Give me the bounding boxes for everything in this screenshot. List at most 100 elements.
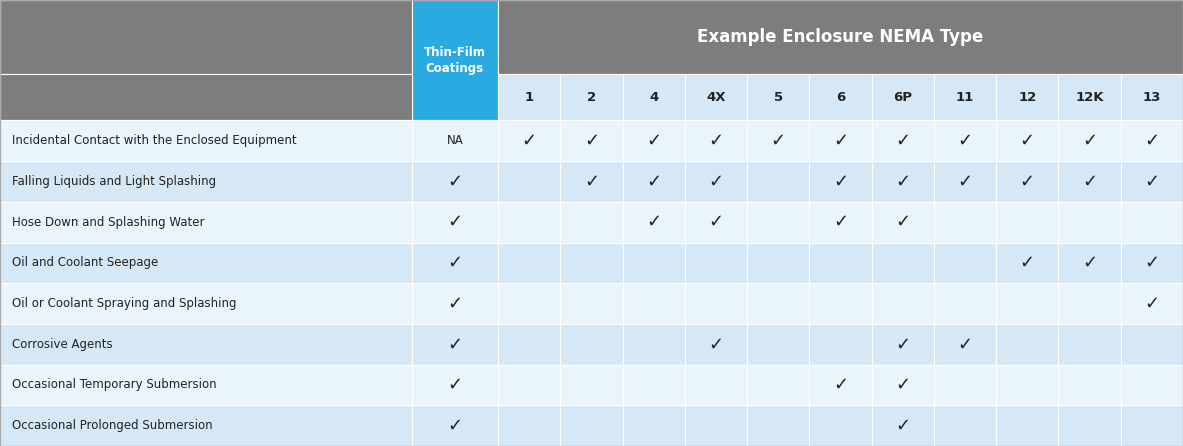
FancyBboxPatch shape xyxy=(622,74,685,120)
FancyBboxPatch shape xyxy=(498,161,561,202)
FancyBboxPatch shape xyxy=(561,74,622,120)
Text: ✓: ✓ xyxy=(833,132,848,150)
Text: ✓: ✓ xyxy=(1020,173,1035,190)
Text: ✓: ✓ xyxy=(447,294,463,313)
FancyBboxPatch shape xyxy=(561,243,622,283)
Text: ✓: ✓ xyxy=(584,173,599,190)
FancyBboxPatch shape xyxy=(748,74,809,120)
FancyBboxPatch shape xyxy=(498,120,561,161)
FancyBboxPatch shape xyxy=(933,243,996,283)
FancyBboxPatch shape xyxy=(561,405,622,446)
FancyBboxPatch shape xyxy=(498,243,561,283)
FancyBboxPatch shape xyxy=(1059,324,1120,365)
Text: 11: 11 xyxy=(956,91,974,103)
FancyBboxPatch shape xyxy=(685,283,748,324)
FancyBboxPatch shape xyxy=(412,0,498,120)
Text: 4: 4 xyxy=(649,91,659,103)
FancyBboxPatch shape xyxy=(996,283,1059,324)
Text: ✓: ✓ xyxy=(1144,254,1159,272)
Text: Oil or Coolant Spraying and Splashing: Oil or Coolant Spraying and Splashing xyxy=(12,297,237,310)
Text: ✓: ✓ xyxy=(447,417,463,435)
FancyBboxPatch shape xyxy=(1120,161,1183,202)
Text: Oil and Coolant Seepage: Oil and Coolant Seepage xyxy=(12,256,159,269)
Text: NA: NA xyxy=(446,134,464,147)
FancyBboxPatch shape xyxy=(809,243,872,283)
FancyBboxPatch shape xyxy=(412,161,498,202)
FancyBboxPatch shape xyxy=(0,405,412,446)
FancyBboxPatch shape xyxy=(933,364,996,405)
Text: Occasional Prolonged Submersion: Occasional Prolonged Submersion xyxy=(12,419,213,432)
Text: ✓: ✓ xyxy=(709,335,724,353)
FancyBboxPatch shape xyxy=(0,324,412,365)
FancyBboxPatch shape xyxy=(809,120,872,161)
FancyBboxPatch shape xyxy=(498,0,1183,74)
FancyBboxPatch shape xyxy=(809,283,872,324)
FancyBboxPatch shape xyxy=(622,120,685,161)
FancyBboxPatch shape xyxy=(748,161,809,202)
Text: ✓: ✓ xyxy=(646,173,661,190)
FancyBboxPatch shape xyxy=(748,202,809,243)
Text: Occasional Temporary Submersion: Occasional Temporary Submersion xyxy=(12,379,216,392)
Text: ✓: ✓ xyxy=(1020,132,1035,150)
FancyBboxPatch shape xyxy=(0,120,412,161)
FancyBboxPatch shape xyxy=(748,120,809,161)
Text: ✓: ✓ xyxy=(1020,254,1035,272)
FancyBboxPatch shape xyxy=(412,405,498,446)
FancyBboxPatch shape xyxy=(1059,74,1120,120)
FancyBboxPatch shape xyxy=(622,243,685,283)
FancyBboxPatch shape xyxy=(1120,324,1183,365)
FancyBboxPatch shape xyxy=(809,161,872,202)
FancyBboxPatch shape xyxy=(996,243,1059,283)
FancyBboxPatch shape xyxy=(0,0,412,74)
FancyBboxPatch shape xyxy=(809,364,872,405)
Text: ✓: ✓ xyxy=(447,173,463,190)
Text: Falling Liquids and Light Splashing: Falling Liquids and Light Splashing xyxy=(12,175,216,188)
FancyBboxPatch shape xyxy=(685,405,748,446)
Text: ✓: ✓ xyxy=(646,213,661,231)
FancyBboxPatch shape xyxy=(1059,364,1120,405)
Text: ✓: ✓ xyxy=(896,335,911,353)
FancyBboxPatch shape xyxy=(996,74,1059,120)
FancyBboxPatch shape xyxy=(561,364,622,405)
FancyBboxPatch shape xyxy=(561,120,622,161)
FancyBboxPatch shape xyxy=(1120,243,1183,283)
FancyBboxPatch shape xyxy=(0,364,412,405)
FancyBboxPatch shape xyxy=(872,364,933,405)
FancyBboxPatch shape xyxy=(933,202,996,243)
FancyBboxPatch shape xyxy=(933,324,996,365)
FancyBboxPatch shape xyxy=(1059,120,1120,161)
Text: ✓: ✓ xyxy=(447,254,463,272)
Text: 6P: 6P xyxy=(893,91,912,103)
FancyBboxPatch shape xyxy=(498,405,561,446)
Text: 5: 5 xyxy=(774,91,783,103)
Text: ✓: ✓ xyxy=(522,132,537,150)
FancyBboxPatch shape xyxy=(498,364,561,405)
FancyBboxPatch shape xyxy=(1120,405,1183,446)
FancyBboxPatch shape xyxy=(933,74,996,120)
Text: Corrosive Agents: Corrosive Agents xyxy=(12,338,112,351)
FancyBboxPatch shape xyxy=(1059,405,1120,446)
Text: ✓: ✓ xyxy=(1144,294,1159,313)
Text: Hose Down and Splashing Water: Hose Down and Splashing Water xyxy=(12,216,205,229)
FancyBboxPatch shape xyxy=(685,161,748,202)
FancyBboxPatch shape xyxy=(1059,202,1120,243)
FancyBboxPatch shape xyxy=(872,324,933,365)
Text: ✓: ✓ xyxy=(447,335,463,353)
FancyBboxPatch shape xyxy=(748,324,809,365)
FancyBboxPatch shape xyxy=(0,161,412,202)
FancyBboxPatch shape xyxy=(996,405,1059,446)
Text: ✓: ✓ xyxy=(896,376,911,394)
Text: ✓: ✓ xyxy=(1082,254,1097,272)
FancyBboxPatch shape xyxy=(933,405,996,446)
FancyBboxPatch shape xyxy=(412,364,498,405)
FancyBboxPatch shape xyxy=(412,202,498,243)
FancyBboxPatch shape xyxy=(809,202,872,243)
Text: ✓: ✓ xyxy=(833,173,848,190)
FancyBboxPatch shape xyxy=(498,324,561,365)
FancyBboxPatch shape xyxy=(685,243,748,283)
FancyBboxPatch shape xyxy=(996,364,1059,405)
FancyBboxPatch shape xyxy=(622,161,685,202)
FancyBboxPatch shape xyxy=(996,161,1059,202)
FancyBboxPatch shape xyxy=(622,283,685,324)
Text: ✓: ✓ xyxy=(833,376,848,394)
